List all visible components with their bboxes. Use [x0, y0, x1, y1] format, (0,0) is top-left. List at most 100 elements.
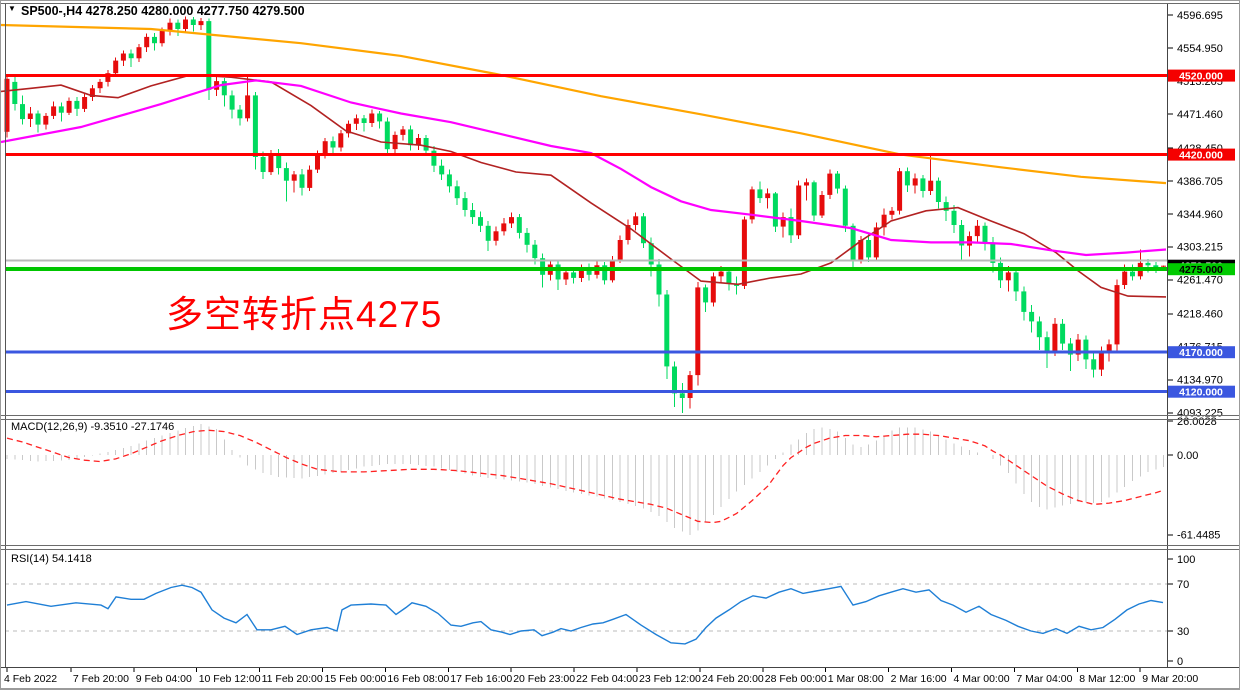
- candle-body: [268, 153, 274, 173]
- candle-body: [827, 173, 833, 195]
- candle-body: [842, 188, 848, 226]
- candle-body: [796, 185, 802, 236]
- macd-axis-label: 26.0028: [1177, 416, 1217, 428]
- candle-body: [516, 217, 522, 233]
- candle-body: [120, 53, 126, 61]
- time-axis-label: 2 Mar 16:00: [891, 673, 947, 685]
- time-axis-label: 10 Feb 12:00: [199, 673, 261, 685]
- candle-body: [66, 100, 72, 113]
- candle-body: [1013, 272, 1019, 292]
- candle-body: [369, 113, 375, 123]
- price-axis-label: 4134.970: [1177, 375, 1223, 387]
- candles-layer: [4, 16, 1166, 414]
- candle-body: [1161, 265, 1166, 267]
- candle-body: [920, 178, 926, 191]
- time-axis-label: 15 Feb 00:00: [325, 673, 387, 685]
- candle-body: [299, 174, 305, 188]
- candle-body: [392, 134, 398, 150]
- candle-body: [493, 231, 499, 241]
- price-axis-label: 4596.695: [1177, 10, 1223, 22]
- candle-body: [353, 118, 359, 124]
- candle-body: [408, 129, 414, 146]
- candle-body: [897, 171, 903, 211]
- candle-body: [974, 225, 980, 237]
- candle-body: [307, 169, 313, 188]
- candle-body: [43, 115, 49, 125]
- candle-body: [866, 240, 872, 258]
- candle-body: [470, 210, 476, 218]
- candle-body: [524, 232, 530, 245]
- candle-body: [710, 276, 716, 303]
- time-axis-label: 16 Feb 08:00: [387, 673, 449, 685]
- candle-body: [850, 225, 856, 261]
- annotation-text: 多空转折点4275: [166, 294, 443, 335]
- candle-body: [128, 53, 134, 59]
- ma-medium-line: [1, 79, 1167, 257]
- candle-body: [602, 265, 608, 281]
- candle-body: [625, 225, 631, 240]
- candle-body: [757, 189, 763, 199]
- candle-body: [656, 264, 662, 295]
- candle-body: [532, 244, 538, 259]
- candle-body: [641, 216, 646, 244]
- price-badge-label: 4520.000: [1179, 71, 1223, 83]
- rsi-indicator-label: RSI(14) 54.1418: [11, 553, 92, 565]
- candle-body: [703, 287, 709, 303]
- candle-body: [1044, 337, 1050, 352]
- panel-borders: [1, 3, 1239, 689]
- candle-body: [4, 78, 10, 132]
- time-axis-label: 7 Feb 20:00: [73, 673, 129, 685]
- chart-menu-arrow-icon[interactable]: ▼: [8, 4, 16, 13]
- candle-body: [648, 243, 654, 265]
- candle-body: [1036, 321, 1042, 338]
- candle-body: [439, 165, 445, 175]
- candle-body: [35, 113, 41, 125]
- candle-body: [998, 262, 1003, 281]
- candle-body: [485, 225, 491, 241]
- rsi-axis-label: 0: [1177, 656, 1183, 668]
- macd-indicator-label: MACD(12,26,9) -9.3510 -27.1746: [11, 421, 175, 433]
- candle-body: [858, 240, 864, 261]
- candle-body: [780, 217, 786, 227]
- price-badge: [1168, 148, 1235, 161]
- candle-body: [400, 129, 406, 135]
- candle-body: [811, 182, 817, 216]
- candle-body: [206, 21, 212, 90]
- candle-body: [749, 189, 755, 220]
- candle-body: [772, 193, 778, 227]
- candle-body: [346, 123, 351, 134]
- time-axis-label: 9 Mar 20:00: [1142, 673, 1198, 685]
- ma-slow-line: [1, 23, 1167, 185]
- candle-body: [1067, 343, 1073, 355]
- candle-body: [260, 157, 266, 172]
- rsi-panel: 100 70 30 0: [5, 554, 1195, 668]
- price-badge-label: 4420.000: [1179, 150, 1223, 162]
- candle-body: [74, 100, 80, 109]
- price-badge: [1168, 385, 1235, 398]
- candle-body: [454, 186, 460, 199]
- time-axis-label: 17 Feb 16:00: [450, 673, 512, 685]
- candle-body: [190, 19, 196, 25]
- price-axis-label: 4303.215: [1177, 242, 1223, 254]
- candle-body: [1130, 271, 1135, 277]
- candle-body: [1083, 339, 1089, 360]
- time-axis-label: 4 Mar 00:00: [954, 673, 1010, 685]
- time-axis-label: 24 Feb 20:00: [702, 673, 764, 685]
- candle-body: [229, 95, 235, 110]
- candle-body: [82, 97, 88, 109]
- candle-body: [928, 180, 934, 191]
- candle-body: [144, 36, 150, 48]
- price-axis: 4596.6954554.9504513.2054471.4604428.450…: [1167, 10, 1223, 420]
- price-axis-label: 4471.460: [1177, 109, 1223, 121]
- candle-body: [687, 375, 693, 398]
- candle-body: [889, 210, 895, 215]
- candle-body: [563, 272, 569, 280]
- candle-body: [283, 168, 289, 181]
- candle-body: [617, 240, 623, 260]
- candle-body: [959, 225, 965, 246]
- candle-body: [1075, 339, 1081, 355]
- candle-body: [252, 95, 258, 157]
- candle-body: [462, 198, 468, 210]
